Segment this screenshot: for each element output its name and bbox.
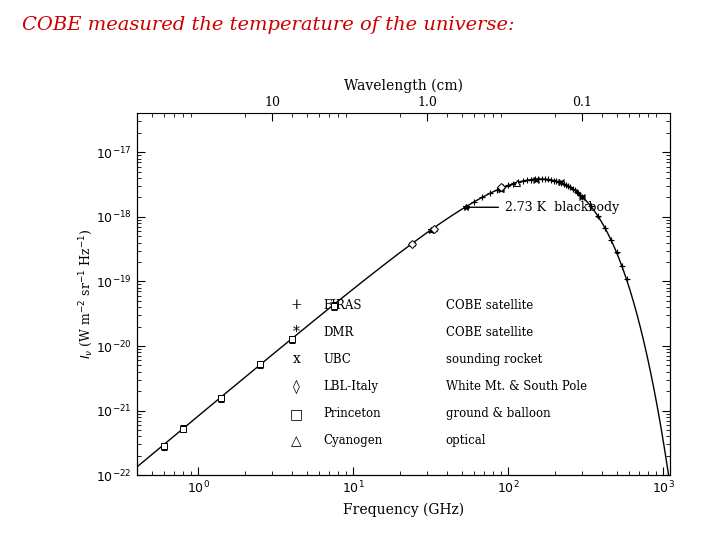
Text: △: △ bbox=[292, 434, 302, 448]
Text: 2.73 K  blackbody: 2.73 K blackbody bbox=[501, 201, 619, 214]
Text: x: x bbox=[293, 353, 300, 367]
Y-axis label: $I_{\nu}$ (W m$^{-2}$ sr$^{-1}$ Hz$^{-1}$): $I_{\nu}$ (W m$^{-2}$ sr$^{-1}$ Hz$^{-1}… bbox=[77, 229, 94, 360]
Text: Cyanogen: Cyanogen bbox=[323, 434, 382, 447]
Text: UBC: UBC bbox=[323, 353, 351, 366]
Text: White Mt. & South Pole: White Mt. & South Pole bbox=[446, 380, 587, 393]
Text: LBL-Italy: LBL-Italy bbox=[323, 380, 378, 393]
X-axis label: Frequency (GHz): Frequency (GHz) bbox=[343, 502, 464, 517]
Text: DMR: DMR bbox=[323, 326, 354, 339]
Text: Princeton: Princeton bbox=[323, 407, 381, 420]
Text: sounding rocket: sounding rocket bbox=[446, 353, 542, 366]
Text: □: □ bbox=[290, 407, 303, 421]
Text: optical: optical bbox=[446, 434, 486, 447]
Text: +: + bbox=[291, 298, 302, 312]
Text: COBE measured the temperature of the universe:: COBE measured the temperature of the uni… bbox=[22, 16, 514, 34]
Text: ◊: ◊ bbox=[293, 379, 300, 394]
Text: COBE satellite: COBE satellite bbox=[446, 326, 533, 339]
X-axis label: Wavelength (cm): Wavelength (cm) bbox=[343, 79, 463, 93]
Text: ground & balloon: ground & balloon bbox=[446, 407, 551, 420]
Text: COBE satellite: COBE satellite bbox=[446, 299, 533, 312]
Text: FIRAS: FIRAS bbox=[323, 299, 361, 312]
Text: *: * bbox=[293, 325, 300, 339]
